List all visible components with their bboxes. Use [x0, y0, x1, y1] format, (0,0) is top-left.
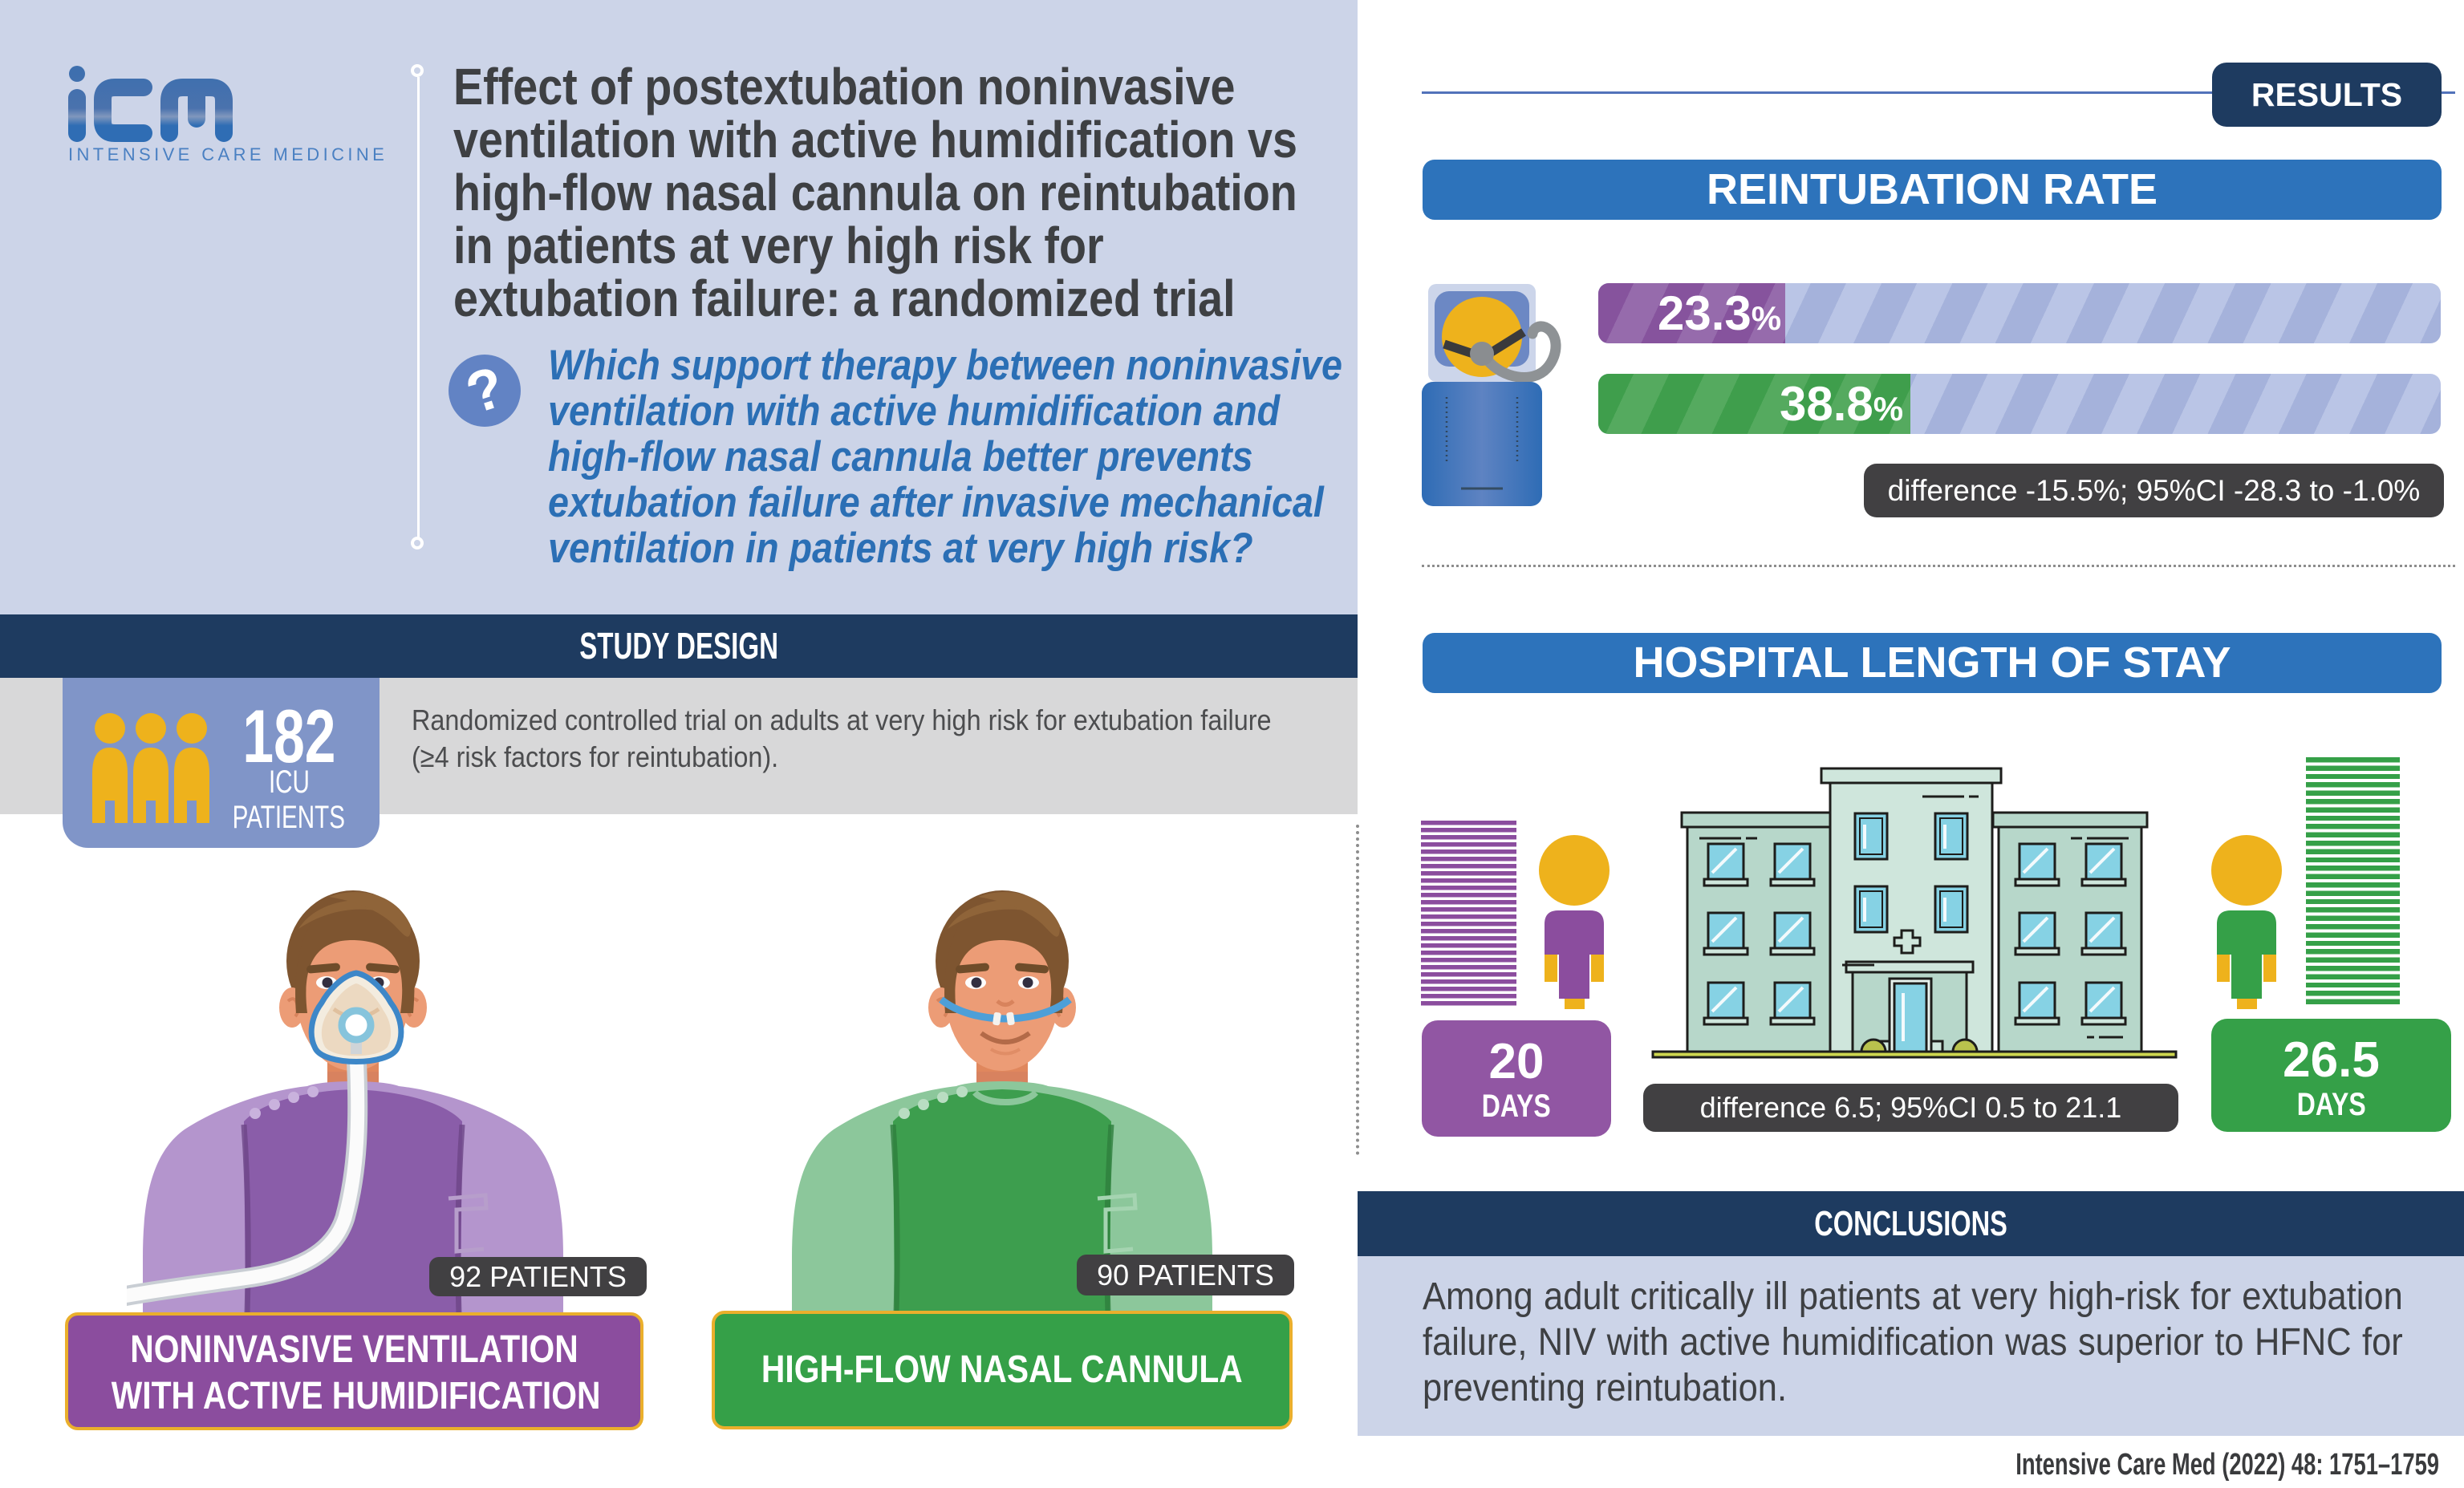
svg-text:INTENSIVE CARE MEDICINE: INTENSIVE CARE MEDICINE: [68, 144, 388, 164]
